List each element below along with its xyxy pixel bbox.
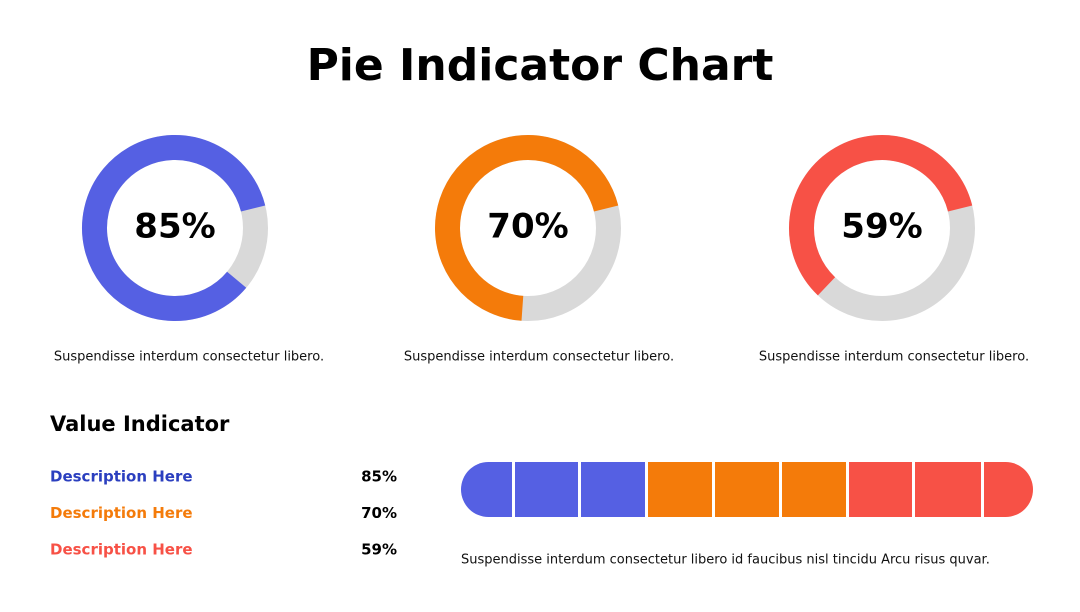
bar-segment <box>915 462 981 517</box>
item-value: 85% <box>361 468 397 486</box>
donut-arc <box>789 135 973 296</box>
page-title: Pie Indicator Chart <box>307 40 774 91</box>
segment-bar <box>461 462 1033 517</box>
donut-caption: Suspendisse interdum consectetur libero. <box>759 350 1029 365</box>
bar-segment <box>715 462 779 517</box>
bar-segment <box>782 462 846 517</box>
bar-caption: Suspendisse interdum consectetur libero … <box>461 553 990 568</box>
section-title: Value Indicator <box>50 412 230 436</box>
bar-segment <box>648 462 712 517</box>
donut-label: 70% <box>487 207 568 247</box>
bar-segment <box>984 462 1033 517</box>
donut-caption: Suspendisse interdum consectetur libero. <box>54 350 324 365</box>
item-label: Description Here <box>50 468 193 486</box>
donut-arc <box>435 135 619 321</box>
bar-segment <box>849 462 912 517</box>
donut-label: 59% <box>841 207 922 247</box>
bar-segment <box>515 462 578 517</box>
donut-arc <box>82 135 266 321</box>
item-value: 59% <box>361 541 397 559</box>
item-label: Description Here <box>50 541 193 559</box>
donut-label: 85% <box>134 207 215 247</box>
item-label: Description Here <box>50 504 193 522</box>
bar-segment <box>461 462 512 517</box>
bar-segment <box>581 462 645 517</box>
donut-caption: Suspendisse interdum consectetur libero. <box>404 350 674 365</box>
item-value: 70% <box>361 504 397 522</box>
